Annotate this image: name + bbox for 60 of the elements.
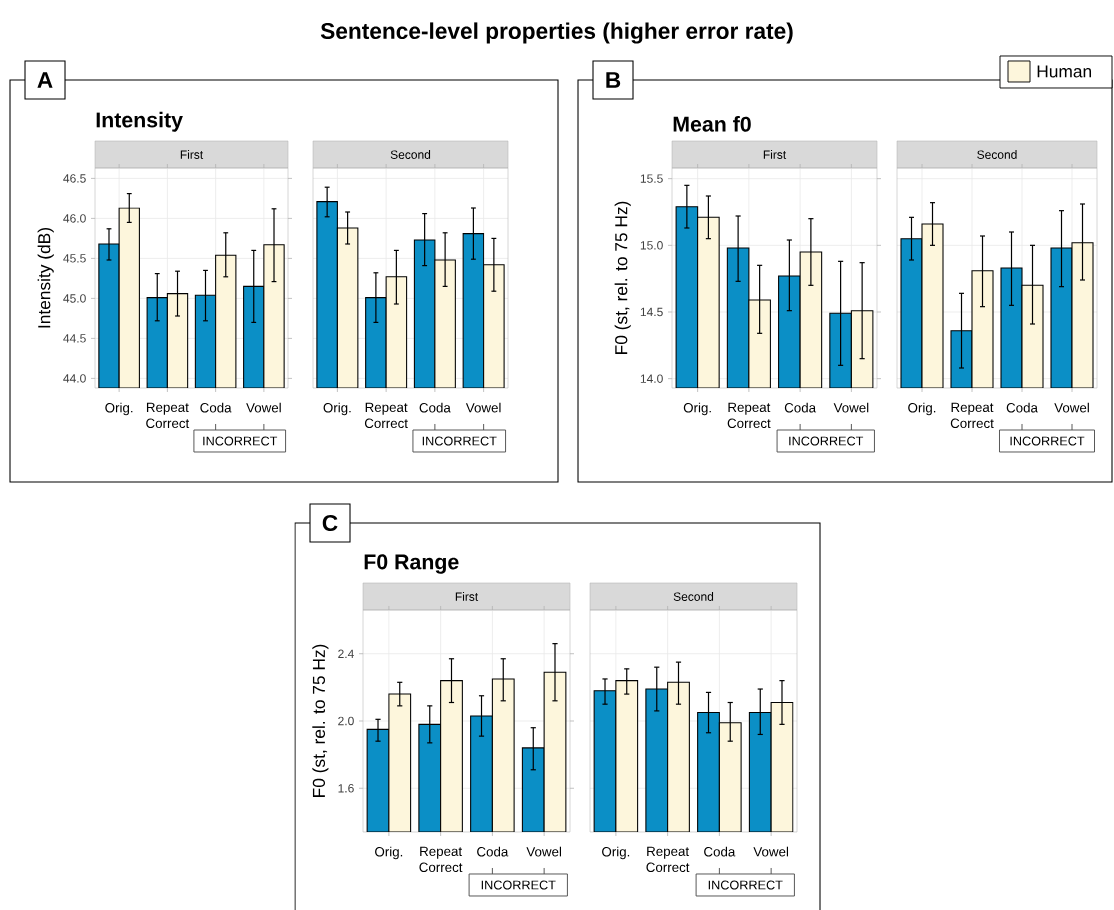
y-tick-label: 15.5 [640,174,663,183]
x-tick-label: Orig. [105,402,133,416]
y-tick-label: 45.0 [63,294,86,303]
x-tick-label: Repeat Correct [146,402,190,429]
x-tick-label: Vowel [833,402,869,413]
chart-title: Mean f0 [673,116,751,132]
text: C [322,514,338,532]
x-tick-label: Vowel [753,846,789,857]
y-tick-label: 14.0 [640,374,663,383]
x-tick-label: Orig. [602,846,630,860]
x-tick-label: Coda [784,402,817,413]
legend-label: Human [1037,65,1092,78]
y-tick-label: 2.0 [338,716,354,726]
text: A [37,72,53,88]
x-tick-label: Repeat Correct [364,402,408,429]
x-tick-label: Orig. [375,846,403,860]
text: INCORRECT [1010,436,1085,446]
x-tick-label: Orig. [683,402,711,416]
x-tick-label: Repeat Correct [727,402,771,429]
chart-subtitle: Second [673,592,714,601]
y-axis-title: Intensity (dB) [37,228,54,328]
x-tick-label: Vowel [246,402,281,413]
x-tick-label: Coda [419,402,451,413]
y-tick-label: 44.5 [63,334,86,343]
text: INCORRECT [203,436,278,446]
y-tick-label: 44.0 [63,374,86,383]
y-tick-label: 46.5 [63,174,86,183]
x-tick-label: Repeat Correct [419,846,463,873]
x-tick-label: Coda [1006,402,1038,413]
chart-subtitle: Second [390,150,431,159]
x-tick-label: Repeat Correct [646,846,690,873]
text: INCORRECT [422,436,497,446]
x-tick-label: Coda [200,402,232,413]
chart-title: Intensity [96,111,183,132]
text: INCORRECT [481,880,556,890]
x-tick-label: Vowel [465,402,501,413]
x-tick-label: Orig. [908,402,936,416]
text: Sentence-level properties (higher error rate) [320,22,793,44]
x-tick-label: Coda [704,846,736,857]
text: B [606,72,621,88]
y-tick-label: 15.0 [640,241,663,250]
x-tick-label: Repeat Correct [950,402,994,429]
x-tick-label: Vowel [1054,402,1089,413]
y-tick-label: 14.5 [640,307,663,317]
y-tick-label: 45.5 [63,254,86,263]
text: INCORRECT [708,880,783,890]
x-tick-label: Orig. [323,402,351,416]
y-tick-label: 46.0 [63,214,86,223]
chart-subtitle: First [180,150,204,159]
x-tick-label: Coda [477,846,509,857]
y-tick-label: 1.6 [338,784,354,793]
chart-title: F0 Range [364,554,459,574]
chart-subtitle: Second [977,150,1017,159]
chart-subtitle: First [763,150,787,159]
y-tick-label: 2.4 [338,649,354,658]
chart-subtitle: First [455,592,479,601]
x-tick-label: Vowel [526,846,562,857]
y-axis-title: F0 (st, rel. to 75 Hz) [312,644,329,797]
text: INCORRECT [789,436,864,446]
y-axis-title: F0 (st, rel. to 75 Hz) [614,201,631,354]
